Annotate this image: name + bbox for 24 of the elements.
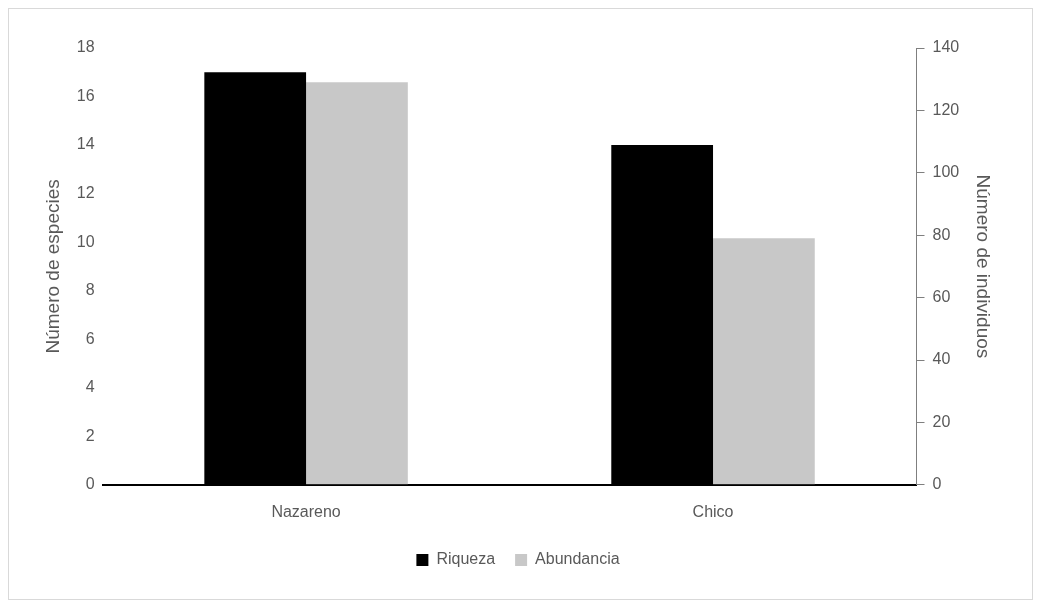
y2-tick-label: 100 — [932, 163, 960, 181]
y2-tick-label: 20 — [932, 412, 951, 430]
y-tick-label: 10 — [76, 232, 95, 250]
y2-tick-label: 40 — [932, 350, 951, 368]
x-tick-label: Chico — [692, 502, 734, 520]
y-tick-label: 8 — [85, 281, 95, 299]
y-tick-label: 2 — [85, 426, 95, 444]
y-axis-title: Número de especies — [41, 179, 63, 354]
y-tick-label: 18 — [76, 38, 95, 56]
x-tick-label: Nazareno — [271, 502, 341, 520]
y-tick-label: 16 — [76, 86, 95, 104]
y-tick-label: 6 — [85, 329, 95, 347]
legend-label: Abundancia — [535, 550, 620, 568]
y-tick-label: 0 — [85, 475, 95, 493]
y2-tick-label: 140 — [932, 38, 960, 56]
y2-axis-title: Número de individuos — [973, 174, 995, 359]
y-tick-label: 14 — [76, 135, 95, 153]
y-tick-label: 4 — [85, 378, 95, 396]
y-tick-label: 12 — [76, 184, 95, 202]
y2-tick-label: 80 — [932, 225, 951, 243]
legend-label: Riqueza — [436, 550, 496, 568]
y2-tick-label: 120 — [932, 100, 960, 118]
y2-tick-label: 0 — [932, 475, 942, 493]
y2-tick-label: 60 — [932, 288, 951, 306]
